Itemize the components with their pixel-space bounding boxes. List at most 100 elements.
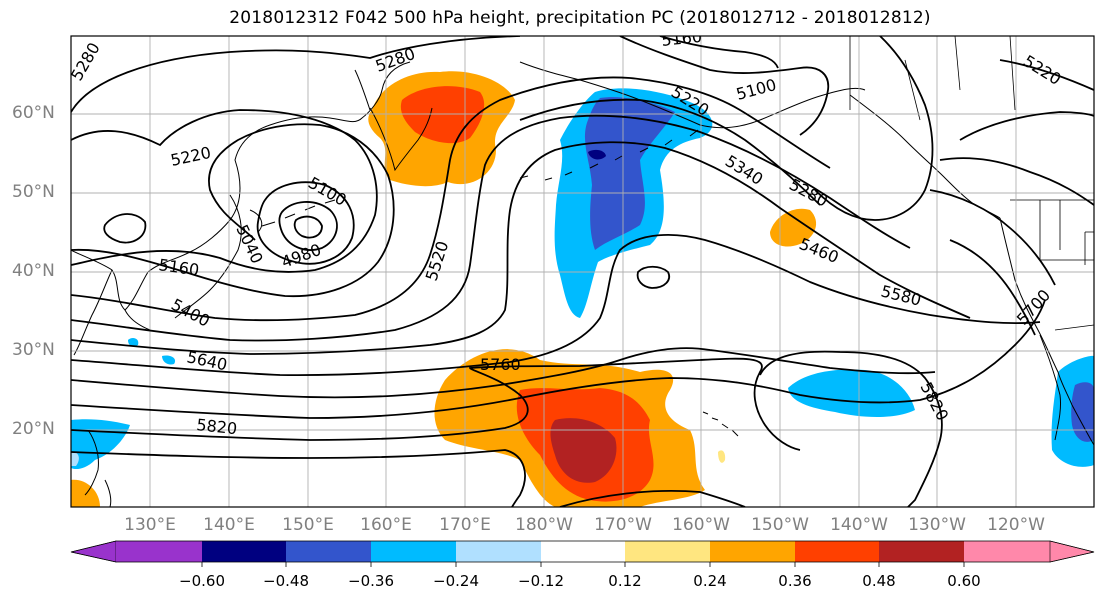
contour-5280-north [71, 36, 521, 113]
precip-mexico-blue [1071, 382, 1094, 442]
contour-5820 [71, 350, 943, 507]
coast-kurils [261, 199, 336, 227]
map-title: 2018012312 F042 500 hPa height, precipit… [229, 8, 931, 28]
colorbar-tick-label: 0.36 [778, 572, 812, 590]
precip-subtropic-darkred [550, 418, 617, 483]
precip-negative-shading [71, 88, 1094, 470]
map-frame [70, 35, 1095, 508]
colorbar-tick-label: −0.12 [518, 572, 564, 590]
coast-asia-east [71, 61, 411, 311]
colorbar-tick-label: −0.60 [179, 572, 225, 590]
precip-aleutian-navy [588, 149, 606, 160]
contour-5220-outer [71, 109, 378, 273]
contour-ring-small [636, 265, 670, 289]
contour-5760 [71, 357, 801, 451]
colorbar-swatch [202, 541, 286, 562]
contour-5700 [71, 299, 1046, 419]
colorbar-tick-label: 0.24 [693, 572, 727, 590]
lat-label-20n: 20°N [12, 419, 55, 439]
contour-5220-ne [999, 59, 1094, 91]
contour-5400 [71, 76, 831, 322]
contour-label: 5820 [196, 415, 238, 438]
contour-5100-ne [659, 36, 779, 69]
colorbar-swatch [964, 541, 1050, 562]
border-mexico [1054, 324, 1094, 331]
colorbar [70, 540, 1095, 567]
colorbar-tick-label: 0.60 [947, 572, 981, 590]
lon-label-140w: 140°W [830, 515, 888, 535]
contour-5520-east [949, 239, 1036, 336]
lat-label-40n: 40°N [12, 261, 55, 281]
colorbar-tick-label: −0.36 [348, 572, 394, 590]
contour-5340 [519, 98, 821, 206]
colorbar-tick-label: −0.48 [263, 572, 309, 590]
lat-label-60n: 60°N [12, 103, 55, 123]
coast-kamchatka [369, 107, 433, 172]
lon-label-170w: 170°W [594, 515, 652, 535]
colorbar-outline [70, 540, 1095, 563]
colorbar-swatch [541, 541, 625, 562]
contour-5400-east [939, 157, 1094, 206]
colorbar-extend-high [1049, 540, 1095, 563]
precip-gulf-orange [770, 208, 817, 247]
contour-5040-low [278, 201, 338, 251]
colorbar-swatch [456, 541, 541, 562]
precip-positive-shading [71, 71, 817, 507]
lon-label-180w: 180°W [515, 515, 573, 535]
precip-subtropic-cyan [788, 369, 915, 417]
coast-mexico [1071, 404, 1094, 446]
colorbar-tick-label: −0.24 [433, 572, 479, 590]
contour-5280-ne [814, 36, 934, 221]
lon-label-160e: 160°E [360, 515, 412, 535]
precip-hawaii-yellow [718, 450, 726, 463]
lon-label-160w: 160°W [672, 515, 730, 535]
contour-5580 [71, 233, 1041, 377]
contour-5160 [71, 123, 395, 298]
colorbar-swatch [625, 541, 710, 562]
contour-5520 [71, 141, 971, 355]
colorbar-swatch [371, 541, 456, 562]
lon-label-130w: 130°W [908, 515, 966, 535]
precip-small-lightblue [71, 451, 79, 466]
lon-label-120w: 120°W [987, 515, 1045, 535]
contour-4980-low [293, 215, 323, 239]
border-us-states [1039, 200, 1094, 265]
coast-hawaii [702, 411, 739, 437]
lat-label-30n: 30°N [12, 340, 55, 360]
colorbar-tick-label: 0.12 [608, 572, 642, 590]
contour-small-west-closed [103, 213, 147, 244]
coast-korea-china [73, 269, 151, 356]
height-contours [71, 36, 1094, 507]
colorbar-swatch [879, 541, 964, 562]
coast-philippines [84, 429, 112, 507]
contour-5100-low [256, 181, 355, 265]
lon-label-150w: 150°W [751, 515, 809, 535]
colorbar-extend-low [70, 540, 117, 563]
precip-small-cyan-2 [162, 355, 176, 365]
precip-sw-orange [71, 479, 100, 507]
coast-us-west [999, 217, 1073, 406]
contour-5460-east [929, 189, 1056, 286]
precip-aleutian-blue [584, 97, 675, 250]
precip-small-cyan-1 [128, 337, 139, 347]
coast-kamchatka-west [354, 69, 371, 111]
lat-label-50n: 50°N [12, 182, 55, 202]
colorbar-swatch [286, 541, 371, 562]
colorbar-swatch [116, 541, 202, 562]
lon-label-140e: 140°E [203, 515, 255, 535]
coast-aleutians [519, 129, 699, 181]
gridlines [71, 36, 1094, 507]
coast-baja [1039, 334, 1061, 441]
lon-label-130e: 130°E [124, 515, 176, 535]
contour-5640 [71, 347, 936, 399]
lon-label-170e: 170°E [439, 515, 491, 535]
colorbar-tick-label: 0.48 [862, 572, 896, 590]
colorbar-swatch [710, 541, 795, 562]
contour-label: 5760 [480, 355, 521, 374]
contour-5160-ne [619, 36, 830, 136]
contour-5340-east [959, 111, 1094, 141]
colorbar-swatch [795, 541, 879, 562]
map-plot-area: 5280 5280 5220 5100 5040 4980 5160 5400 … [71, 27, 1094, 507]
contour-label: 5160 [660, 27, 702, 50]
